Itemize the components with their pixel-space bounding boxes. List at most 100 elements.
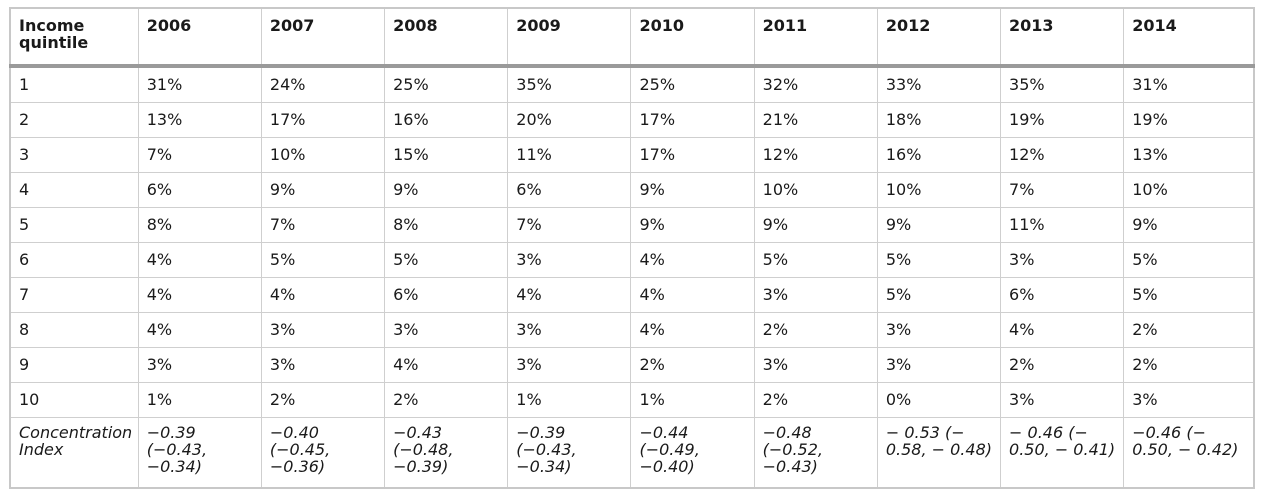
table-body: 1 31% 24% 25% 35% 25% 32% 33% 35% 31% 2 13% 17% 16% 20… bbox=[9, 65, 1255, 488]
table-cell: 10% bbox=[876, 172, 1002, 208]
quintile-label: 2 bbox=[9, 102, 139, 138]
table-row: 7 4% 4% 6% 4% 4% 3% 5% 6% 5% bbox=[9, 277, 1255, 313]
table-cell: 4% bbox=[630, 312, 755, 348]
header-year: 2009 bbox=[507, 7, 632, 68]
table-cell: 15% bbox=[384, 137, 509, 173]
table-cell: 1% bbox=[137, 382, 262, 418]
header-year: 2011 bbox=[753, 7, 878, 68]
table-cell: 6% bbox=[1000, 277, 1125, 313]
table-cell: 6% bbox=[384, 277, 509, 313]
table-row: 9 3% 3% 4% 3% 2% 3% 3% 2% 2% bbox=[9, 347, 1255, 383]
table-cell: 5% bbox=[753, 242, 878, 278]
table-cell: 12% bbox=[1000, 137, 1125, 173]
table-cell: 19% bbox=[1000, 102, 1125, 138]
concentration-index-cell: −0.40 (−0.45, −0.36) bbox=[260, 417, 386, 488]
table-cell: 7% bbox=[260, 207, 386, 243]
table-cell: 5% bbox=[876, 242, 1002, 278]
income-quintile-table-container: Income quintile 2006 2007 2008 2009 2010… bbox=[9, 7, 1255, 489]
table-cell: 12% bbox=[753, 137, 878, 173]
quintile-label: 10 bbox=[9, 382, 139, 418]
quintile-label: 5 bbox=[9, 207, 139, 243]
table-cell: 32% bbox=[753, 65, 878, 103]
table-cell: 5% bbox=[1123, 277, 1255, 313]
table-cell: 6% bbox=[507, 172, 632, 208]
table-cell: 5% bbox=[260, 242, 386, 278]
table-cell: 25% bbox=[630, 65, 755, 103]
table-cell: 9% bbox=[876, 207, 1002, 243]
table-cell: 13% bbox=[137, 102, 262, 138]
table-cell: 11% bbox=[507, 137, 632, 173]
concentration-index-cell: −0.46 (− 0.50, − 0.42) bbox=[1123, 417, 1255, 488]
table-cell: 9% bbox=[630, 207, 755, 243]
table-cell: 4% bbox=[384, 347, 509, 383]
table-cell: 8% bbox=[137, 207, 262, 243]
concentration-index-row: Concentration Index −0.39 (−0.43, −0.34)… bbox=[9, 417, 1255, 488]
table-cell: 0% bbox=[876, 382, 1002, 418]
header-year: 2008 bbox=[384, 7, 509, 68]
table-cell: 4% bbox=[137, 277, 262, 313]
header-year: 2013 bbox=[1000, 7, 1125, 68]
table-cell: 3% bbox=[507, 312, 632, 348]
concentration-index-cell: −0.43 (−0.48, −0.39) bbox=[384, 417, 509, 488]
table-cell: 10% bbox=[753, 172, 878, 208]
table-cell: 31% bbox=[1123, 65, 1255, 103]
table-cell: 31% bbox=[137, 65, 262, 103]
table-cell: 20% bbox=[507, 102, 632, 138]
table-cell: 7% bbox=[137, 137, 262, 173]
table-cell: 4% bbox=[137, 312, 262, 348]
table-cell: 1% bbox=[507, 382, 632, 418]
table-cell: 19% bbox=[1123, 102, 1255, 138]
header-year: 2012 bbox=[876, 7, 1002, 68]
table-cell: 9% bbox=[260, 172, 386, 208]
income-quintile-table: Income quintile 2006 2007 2008 2009 2010… bbox=[9, 7, 1255, 489]
quintile-label: 1 bbox=[9, 65, 139, 103]
header-year: 2007 bbox=[260, 7, 386, 68]
concentration-index-cell: −0.39 (−0.43, −0.34) bbox=[507, 417, 632, 488]
table-cell: 11% bbox=[1000, 207, 1125, 243]
table-cell: 25% bbox=[384, 65, 509, 103]
table-cell: 2% bbox=[753, 312, 878, 348]
table-cell: 3% bbox=[876, 347, 1002, 383]
table-cell: 33% bbox=[876, 65, 1002, 103]
table-cell: 16% bbox=[384, 102, 509, 138]
table-cell: 5% bbox=[876, 277, 1002, 313]
concentration-index-cell: −0.48 (−0.52, −0.43) bbox=[753, 417, 878, 488]
table-cell: 2% bbox=[630, 347, 755, 383]
table-cell: 17% bbox=[630, 137, 755, 173]
table-cell: 3% bbox=[753, 277, 878, 313]
table-cell: 4% bbox=[630, 242, 755, 278]
table-cell: 21% bbox=[753, 102, 878, 138]
table-cell: 3% bbox=[1123, 382, 1255, 418]
table-row: 4 6% 9% 9% 6% 9% 10% 10% 7% 10% bbox=[9, 172, 1255, 208]
table-cell: 24% bbox=[260, 65, 386, 103]
concentration-index-label: Concentration Index bbox=[9, 417, 139, 488]
quintile-label: 3 bbox=[9, 137, 139, 173]
table-row: 5 8% 7% 8% 7% 9% 9% 9% 11% 9% bbox=[9, 207, 1255, 243]
header-income-quintile: Income quintile bbox=[9, 7, 139, 68]
header-row: Income quintile 2006 2007 2008 2009 2010… bbox=[9, 7, 1255, 68]
table-cell: 4% bbox=[137, 242, 262, 278]
table-cell: 3% bbox=[384, 312, 509, 348]
table-row: 6 4% 5% 5% 3% 4% 5% 5% 3% 5% bbox=[9, 242, 1255, 278]
table-cell: 2% bbox=[1123, 312, 1255, 348]
table-cell: 7% bbox=[507, 207, 632, 243]
table-cell: 13% bbox=[1123, 137, 1255, 173]
concentration-index-cell: −0.44 (−0.49, −0.40) bbox=[630, 417, 755, 488]
table-cell: 6% bbox=[137, 172, 262, 208]
table-cell: 35% bbox=[507, 65, 632, 103]
table-cell: 2% bbox=[1123, 347, 1255, 383]
table-cell: 9% bbox=[630, 172, 755, 208]
table-cell: 9% bbox=[753, 207, 878, 243]
table-cell: 8% bbox=[384, 207, 509, 243]
table-cell: 17% bbox=[630, 102, 755, 138]
quintile-label: 9 bbox=[9, 347, 139, 383]
table-cell: 2% bbox=[1000, 347, 1125, 383]
table-cell: 35% bbox=[1000, 65, 1125, 103]
table-cell: 1% bbox=[630, 382, 755, 418]
table-cell: 3% bbox=[507, 242, 632, 278]
table-cell: 9% bbox=[384, 172, 509, 208]
concentration-index-cell: −0.39 (−0.43, −0.34) bbox=[137, 417, 262, 488]
table-row: 10 1% 2% 2% 1% 1% 2% 0% 3% 3% bbox=[9, 382, 1255, 418]
quintile-label: 4 bbox=[9, 172, 139, 208]
table-cell: 4% bbox=[1000, 312, 1125, 348]
